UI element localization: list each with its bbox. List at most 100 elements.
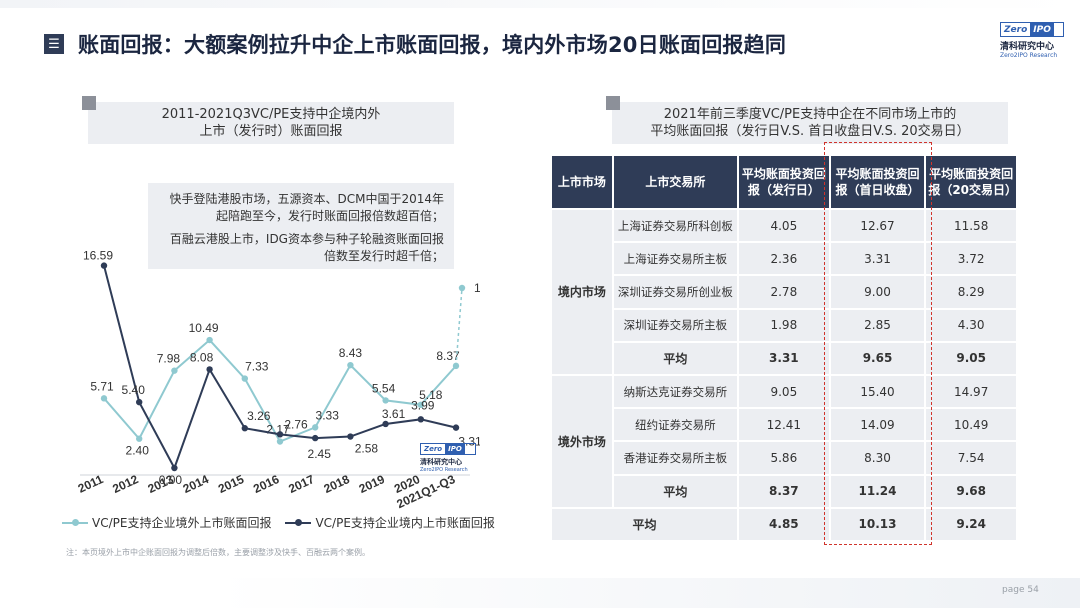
top-shade [0, 0, 1080, 8]
annotation-box: 快手登陆港股市场，五源资本、DCM中国于2014年 起陪跑至今，发行时账面回报倍… [148, 183, 454, 269]
note-p2-line1: 百融云港股上市，IDG资本参与种子轮融资账面回报 [169, 232, 444, 246]
series-domestic-point [417, 416, 424, 423]
returns-table: 上市市场 上市交易所 平均账面投资回报（发行日） 平均账面投资回报（首日收盘） … [549, 154, 1018, 542]
legend-overseas: VC/PE支持企业境外上市账面回报 [62, 514, 271, 531]
menu-icon[interactable]: ☰ [44, 34, 64, 54]
table-cell: 2.78 [737, 274, 831, 310]
table-cell: 11.24 [828, 473, 927, 509]
table-cell: 14.09 [828, 407, 927, 443]
table-row: 上海证券交易所主板 2.36 3.31 3.72 [551, 241, 1018, 277]
series-domestic-point [100, 262, 108, 269]
data-label: 5.54 [372, 381, 396, 395]
table-cell: 5.86 [737, 440, 831, 476]
chart-watermark-logo: Zero IPO 清科研究中心 Zero2IPO Research [420, 443, 476, 473]
series-domestic-point [206, 366, 213, 373]
data-label: 5.18 [419, 388, 443, 402]
x-tick-label: 2012 [110, 472, 140, 496]
series-domestic-point [312, 434, 319, 442]
logo-cn: 清科研究中心 [1000, 42, 1055, 52]
series-domestic-point [136, 398, 143, 406]
data-label: 8.37 [436, 349, 460, 363]
left-heading-line1: 2011-2021Q3VC/PE支持中企境内外 [161, 107, 381, 122]
series-overseas-point [312, 424, 319, 431]
data-label-15x: 15x [474, 281, 480, 295]
table-cell: 8.37 [737, 473, 831, 509]
table-cell: 8.29 [924, 274, 1018, 310]
series-overseas-point [136, 435, 143, 442]
data-label: 2.76 [284, 417, 308, 431]
series-domestic-point [347, 433, 354, 440]
series-overseas-point [171, 367, 178, 374]
table-cell: 10.13 [828, 506, 927, 542]
series-domestic-point [241, 425, 248, 432]
left-panel-heading: 2011-2021Q3VC/PE支持中企境内外 上市（发行时）账面回报 [82, 96, 454, 144]
legend-domestic: VC/PE支持企业境内上市账面回报 [285, 514, 495, 531]
data-label: 2.58 [355, 442, 379, 456]
series-overseas-point [100, 395, 108, 402]
chart-legend: VC/PE支持企业境外上市账面回报 VC/PE支持企业境内上市账面回报 [62, 514, 509, 531]
title-bar: ☰ 账面回报：大额案例拉升中企上市账面回报，境内外市场20日账面回报趋同 [44, 26, 786, 62]
data-label: 8.08 [190, 350, 214, 364]
chart-logo-cn: 清科研究中心 [420, 458, 462, 466]
x-tick-label: 2015 [216, 472, 246, 496]
table-row: 香港证券交易所主板 5.86 8.30 7.54 [551, 440, 1018, 476]
x-tick-label: 2014 [181, 472, 211, 496]
table-cell: 3.31 [828, 241, 927, 277]
table-cell: 平均 [611, 473, 740, 509]
x-tick-label: 2019 [357, 472, 387, 496]
series-domestic-point [276, 431, 284, 438]
right-heading-line1: 2021年前三季度VC/PE支持中企在不同市场上市的 [663, 107, 957, 122]
page-title: 账面回报：大额案例拉升中企上市账面回报，境内外市场20日账面回报趋同 [78, 33, 787, 57]
footnote: 注：本页境外上市中企账面回报为调整后倍数，主要调整涉及快手、百融云两个案例。 [66, 548, 370, 557]
chart-logo-mark: Zero IPO [420, 443, 476, 455]
series-overseas-point [382, 397, 389, 404]
series-overseas-extra-point [458, 284, 466, 292]
series-domestic-point [171, 464, 178, 472]
data-label: 7.33 [245, 360, 269, 374]
table-cell: 3.31 [737, 340, 831, 376]
logo-en: Zero2IPO Research [1000, 52, 1058, 59]
legend-overseas-label: VC/PE支持企业境外上市账面回报 [92, 516, 272, 530]
logo-left: Zero [1004, 24, 1028, 35]
table-cell: 9.05 [737, 373, 831, 410]
table-row: 深圳证券交易所主板 1.98 2.85 4.30 [551, 307, 1018, 343]
legend-domestic-label: VC/PE支持企业境内上市账面回报 [315, 516, 495, 530]
series-overseas-extension [455, 287, 463, 366]
table-cell: 上海证券交易所主板 [611, 241, 740, 277]
table-cell: 2.36 [737, 241, 831, 277]
chart-logo-en: Zero2IPO Research [420, 467, 468, 473]
data-label: 3.33 [316, 408, 340, 422]
data-label: 0.00 [159, 473, 183, 487]
note-p1-line1: 快手登陆港股市场，五源资本、DCM中国于2014年 [169, 192, 444, 206]
series-domestic-line [103, 265, 457, 471]
series-overseas-point [347, 361, 354, 369]
x-tick-label: 2018 [322, 472, 352, 496]
heading-square [82, 96, 96, 110]
table-row: 境内市场 上海证券交易所科创板 4.05 12.67 11.58 [550, 207, 1018, 376]
data-label: 5.40 [122, 383, 146, 397]
heading-square [606, 96, 620, 110]
table-row: 境外市场 纳斯达克证券交易所 9.05 15.40 14.97 [550, 373, 1018, 509]
table-cell: 上海证券交易所科创板 [611, 207, 740, 244]
table-row-average: 平均 8.37 11.24 9.68 [551, 473, 1018, 509]
bottom-shade [0, 578, 1080, 608]
chart-logo-right: IPO [445, 444, 465, 454]
market-overseas: 境外市场 [550, 373, 614, 509]
table-cell: 12.41 [737, 407, 831, 443]
series-overseas-point [241, 375, 248, 382]
table-cell: 9.00 [828, 274, 927, 310]
table-cell: 14.97 [924, 373, 1018, 410]
table-row-average: 平均 3.31 9.65 9.05 [551, 340, 1018, 376]
note-p1-line2: 起陪跑至今，发行时账面回报倍数超百倍； [215, 209, 444, 223]
chart-logo-left: Zero [424, 445, 443, 453]
data-label: 2.45 [308, 447, 332, 461]
table-cell: 11.58 [924, 207, 1018, 244]
table-cell: 4.05 [737, 207, 831, 244]
table-cell: 1.98 [737, 307, 831, 343]
table-cell: 平均 [549, 506, 740, 542]
data-label: 10.49 [189, 321, 219, 335]
series-overseas-point [206, 336, 213, 344]
table-row: 纽约证券交易所 12.41 14.09 10.49 [551, 407, 1018, 443]
page-number: page 54 [1002, 585, 1039, 595]
header-market: 上市市场 [550, 154, 614, 210]
